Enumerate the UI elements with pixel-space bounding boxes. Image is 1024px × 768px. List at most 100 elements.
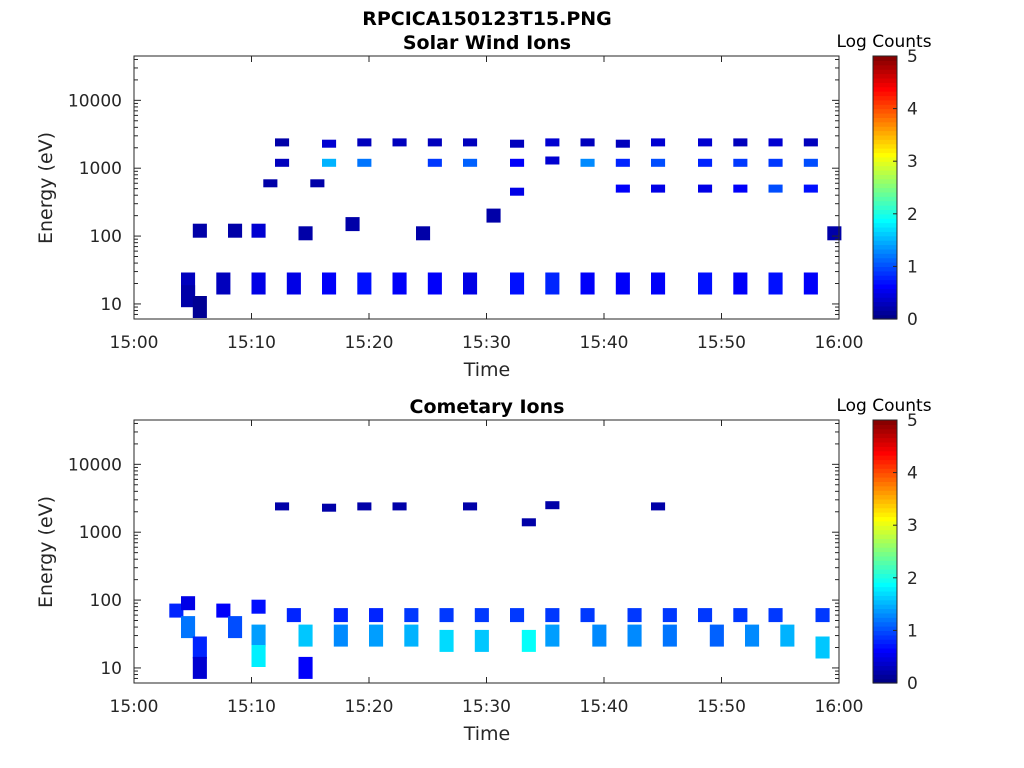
colorbar-segment (873, 222, 897, 228)
heatmap-cell (803, 158, 818, 167)
y-axis-label: Energy (eV) (35, 132, 57, 244)
heatmap-cell (651, 138, 666, 147)
heatmap-cell (392, 138, 407, 147)
heatmap-cell (181, 616, 196, 639)
heatmap-cell (416, 226, 431, 241)
heatmap-cell (169, 603, 184, 618)
colorbar-segment (873, 82, 897, 88)
colorbar-segment (873, 569, 897, 575)
colorbar-title: Log Counts (836, 396, 931, 416)
colorbar-segment (873, 117, 897, 123)
heatmap-cell (181, 285, 196, 308)
x-tick-label: 15:50 (697, 333, 746, 353)
heatmap-cell (192, 656, 207, 679)
colorbar-tick-label: 5 (907, 47, 918, 67)
colorbar-segment (873, 630, 897, 636)
heatmap-cell (768, 138, 783, 147)
colorbar-tick-label: 0 (907, 674, 918, 694)
plot-frame (133, 55, 840, 320)
heatmap-cell (275, 158, 290, 167)
colorbar-segment (873, 612, 897, 618)
colorbar-segment (873, 288, 897, 294)
colorbar-segment (873, 275, 897, 281)
heatmap-cell (627, 608, 642, 623)
heatmap-cell (827, 226, 842, 241)
colorbar-segment (873, 564, 897, 570)
chart-title: Solar Wind Ions (403, 32, 571, 54)
x-tick-label: 15:40 (580, 697, 629, 717)
heatmap-cell (463, 272, 478, 295)
colorbar-segment (873, 577, 897, 583)
heatmap-cell (709, 624, 724, 647)
heatmap-cell (392, 502, 407, 511)
colorbar-segment (873, 652, 897, 658)
colorbar-frame (872, 419, 898, 684)
x-tick-label: 15:10 (227, 697, 276, 717)
heatmap-cell (486, 208, 501, 223)
colorbar-segment (873, 455, 897, 461)
colorbar-segment (873, 112, 897, 118)
colorbar-segment (873, 516, 897, 522)
colorbar-segment (873, 428, 897, 434)
colorbar-segment (873, 213, 897, 219)
x-tick-label: 15:40 (580, 333, 629, 353)
colorbar-segment (873, 485, 897, 491)
colorbar-segment (873, 226, 897, 232)
x-axis-label: Time (463, 359, 511, 381)
colorbar-segment (873, 205, 897, 211)
colorbar-segment (873, 529, 897, 535)
heatmap-cell (392, 272, 407, 295)
colorbar-segment (873, 209, 897, 215)
heatmap-cell (545, 138, 560, 147)
heatmap-cell (463, 138, 478, 147)
colorbar-tick-label: 3 (907, 152, 918, 172)
colorbar-segment (873, 643, 897, 649)
heatmap-cell (545, 501, 560, 510)
colorbar-segment (873, 476, 897, 482)
heatmap-cell (733, 272, 748, 295)
x-tick-label: 15:00 (110, 697, 159, 717)
colorbar-segment (873, 503, 897, 509)
heatmap-cell (404, 624, 419, 647)
heatmap-cell (733, 158, 748, 167)
colorbar-segment (873, 437, 897, 443)
colorbar-segment (873, 73, 897, 79)
colorbar-segment (873, 678, 897, 684)
heatmap-cell (427, 158, 442, 167)
heatmap-cell (322, 139, 337, 148)
heatmap-cell (216, 603, 231, 618)
colorbar-segment (873, 604, 897, 610)
heatmap-cell (298, 656, 313, 679)
colorbar-segment (873, 196, 897, 202)
heatmap-cell (275, 502, 290, 511)
colorbar-segment (873, 139, 897, 145)
heatmap-cell (651, 272, 666, 295)
colorbar-segment (873, 126, 897, 132)
heatmap-cell (357, 158, 372, 167)
colorbar-tick-label: 0 (907, 310, 918, 330)
heatmap-cell (192, 636, 207, 659)
colorbar-segment (873, 64, 897, 70)
y-axis: 10 100 1000 10000 (68, 58, 839, 320)
colorbar-segment (873, 533, 897, 539)
colorbar-segment (873, 498, 897, 504)
colorbar-segment (873, 191, 897, 197)
heatmap-cell (251, 223, 266, 238)
colorbar-segment (873, 108, 897, 114)
colorbar-segment (873, 599, 897, 605)
heatmap-cell (369, 608, 384, 623)
y-tick-label: 10000 (68, 91, 122, 111)
chart-title: Cometary Ions (410, 396, 565, 418)
x-tick-label: 15:50 (697, 697, 746, 717)
x-tick-label: 15:00 (110, 333, 159, 353)
colorbar-segment (873, 661, 897, 667)
colorbar-segment (873, 582, 897, 588)
colorbar-segment (873, 420, 897, 425)
heatmap-cell (545, 156, 560, 165)
heatmap-cell (627, 624, 642, 647)
x-axis: 15:00 15:10 15:20 15:30 15:40 15:50 16:00 (110, 56, 864, 353)
x-tick-label: 15:30 (462, 333, 511, 353)
colorbar-segment (873, 266, 897, 272)
heatmap-cell (298, 624, 313, 647)
colorbar-segment (873, 86, 897, 92)
